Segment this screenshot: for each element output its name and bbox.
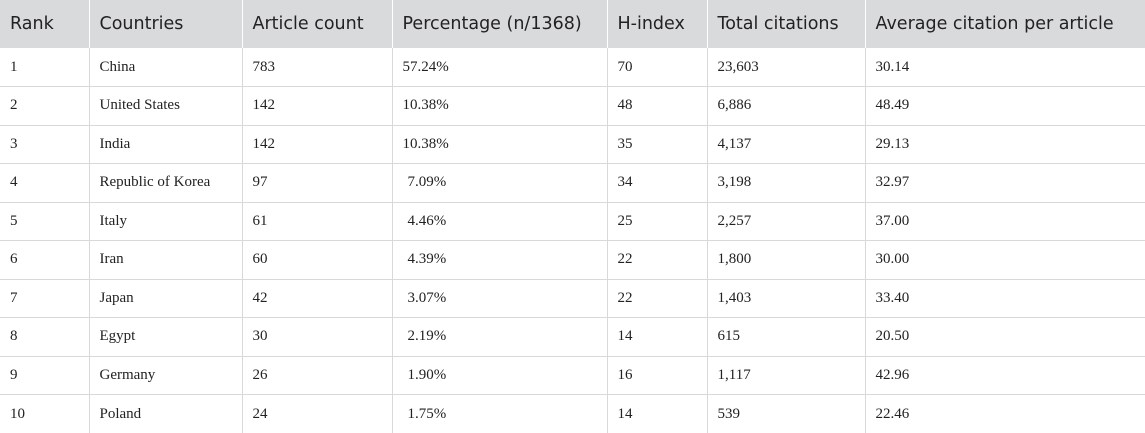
cell-article-count: 30 bbox=[242, 317, 393, 356]
header-countries: Countries bbox=[89, 0, 243, 48]
cell-percentage: 1.90% bbox=[392, 356, 608, 395]
cell-rank: 3 bbox=[0, 125, 90, 164]
cell-total-citations: 3,198 bbox=[707, 163, 866, 202]
cell-country: Italy bbox=[89, 202, 243, 241]
cell-article-count: 60 bbox=[242, 240, 393, 279]
cell-percentage: 10.38% bbox=[392, 125, 608, 164]
cell-average-citation: 30.00 bbox=[875, 251, 910, 268]
cell-country: Japan bbox=[89, 279, 243, 318]
table-row: 7 Japan 42 3.07% 22 1,403 33.40 bbox=[0, 279, 1145, 318]
cell-country: Poland bbox=[89, 394, 243, 433]
cell-article-count: 26 bbox=[242, 356, 393, 395]
cell-average-citation: 22.46 bbox=[875, 405, 910, 422]
table-row: 3 India 142 10.38% 35 4,137 29.13 bbox=[0, 125, 1145, 164]
table-row: 8 Egypt 30 2.19% 14 615 20.50 bbox=[0, 317, 1145, 356]
header-article-count: Article count bbox=[242, 0, 393, 48]
cell-article-count: 97 bbox=[242, 163, 393, 202]
cell-percentage: 7.09% bbox=[392, 163, 608, 202]
cell-rank: 6 bbox=[0, 240, 90, 279]
cell-percentage: 3.07% bbox=[392, 279, 608, 318]
table-row: 9 Germany 26 1.90% 16 1,117 42.96 bbox=[0, 356, 1145, 395]
cell-total-citations: 23,603 bbox=[707, 48, 866, 87]
cell-average-citation: 32.97 bbox=[875, 174, 910, 191]
cell-h-index: 16 bbox=[607, 356, 708, 395]
cell-article-count: 142 bbox=[242, 125, 393, 164]
cell-percentage: 57.24% bbox=[392, 48, 608, 87]
cell-average-citation: 29.13 bbox=[875, 135, 910, 152]
cell-percentage: 4.46% bbox=[392, 202, 608, 241]
table-body: 1 China 783 57.24% 70 23,603 30.14 2 Uni… bbox=[0, 48, 1145, 433]
cell-total-citations: 1,117 bbox=[707, 356, 866, 395]
cell-rank: 1 bbox=[0, 48, 90, 87]
table-row: 2 United States 142 10.38% 48 6,886 48.4… bbox=[0, 86, 1145, 125]
header-rank: Rank bbox=[0, 0, 90, 48]
cell-total-citations: 6,886 bbox=[707, 86, 866, 125]
cell-article-count: 42 bbox=[242, 279, 393, 318]
cell-total-citations: 2,257 bbox=[707, 202, 866, 241]
table-row: 1 China 783 57.24% 70 23,603 30.14 bbox=[0, 48, 1145, 87]
cell-rank: 10 bbox=[0, 394, 90, 433]
cell-h-index: 70 bbox=[607, 48, 708, 87]
cell-percentage: 1.75% bbox=[392, 394, 608, 433]
cell-total-citations: 4,137 bbox=[707, 125, 866, 164]
cell-country: China bbox=[89, 48, 243, 87]
cell-country: India bbox=[89, 125, 243, 164]
cell-h-index: 22 bbox=[607, 279, 708, 318]
cell-article-count: 783 bbox=[242, 48, 393, 87]
cell-h-index: 35 bbox=[607, 125, 708, 164]
cell-country: United States bbox=[89, 86, 243, 125]
cell-percentage: 10.38% bbox=[392, 86, 608, 125]
cell-average-citation: 20.50 bbox=[875, 328, 910, 345]
cell-country: Germany bbox=[89, 356, 243, 395]
cell-rank: 7 bbox=[0, 279, 90, 318]
cell-h-index: 34 bbox=[607, 163, 708, 202]
cell-average-citation: 42.96 bbox=[875, 366, 910, 383]
cell-article-count: 61 bbox=[242, 202, 393, 241]
cell-total-citations: 539 bbox=[707, 394, 866, 433]
table-row: 6 Iran 60 4.39% 22 1,800 30.00 bbox=[0, 240, 1145, 279]
header-percentage: Percentage (n/1368) bbox=[392, 0, 608, 48]
cell-rank: 2 bbox=[0, 86, 90, 125]
cell-total-citations: 615 bbox=[707, 317, 866, 356]
table-row: 10 Poland 24 1.75% 14 539 22.46 bbox=[0, 394, 1145, 433]
cell-article-count: 24 bbox=[242, 394, 393, 433]
header-h-index: H-index bbox=[607, 0, 708, 48]
cell-country: Republic of Korea bbox=[89, 163, 243, 202]
cell-total-citations: 1,403 bbox=[707, 279, 866, 318]
cell-average-citation: 48.49 bbox=[875, 97, 910, 114]
cell-h-index: 14 bbox=[607, 317, 708, 356]
cell-average-citation: 33.40 bbox=[875, 289, 910, 306]
cell-article-count: 142 bbox=[242, 86, 393, 125]
table-row: 5 Italy 61 4.46% 25 2,257 37.00 bbox=[0, 202, 1145, 241]
cell-percentage: 2.19% bbox=[392, 317, 608, 356]
header-total-citations: Total citations bbox=[707, 0, 866, 48]
cell-country: Iran bbox=[89, 240, 243, 279]
cell-percentage: 4.39% bbox=[392, 240, 608, 279]
cell-h-index: 25 bbox=[607, 202, 708, 241]
cell-total-citations: 1,800 bbox=[707, 240, 866, 279]
cell-average-citation: 37.00 bbox=[875, 212, 910, 229]
cell-h-index: 22 bbox=[607, 240, 708, 279]
cell-rank: 8 bbox=[0, 317, 90, 356]
cell-country: Egypt bbox=[89, 317, 243, 356]
cell-h-index: 14 bbox=[607, 394, 708, 433]
cell-rank: 9 bbox=[0, 356, 90, 395]
cell-rank: 5 bbox=[0, 202, 90, 241]
table-header: Rank Countries Article count Percentage … bbox=[0, 0, 1145, 48]
cell-average-citation: 30.14 bbox=[875, 58, 910, 75]
header-row: Rank Countries Article count Percentage … bbox=[0, 0, 1145, 48]
cell-h-index: 48 bbox=[607, 86, 708, 125]
table-row: 4 Republic of Korea 97 7.09% 34 3,198 32… bbox=[0, 163, 1145, 202]
cell-rank: 4 bbox=[0, 163, 90, 202]
header-average-citation: Average citation per article bbox=[875, 14, 1114, 34]
